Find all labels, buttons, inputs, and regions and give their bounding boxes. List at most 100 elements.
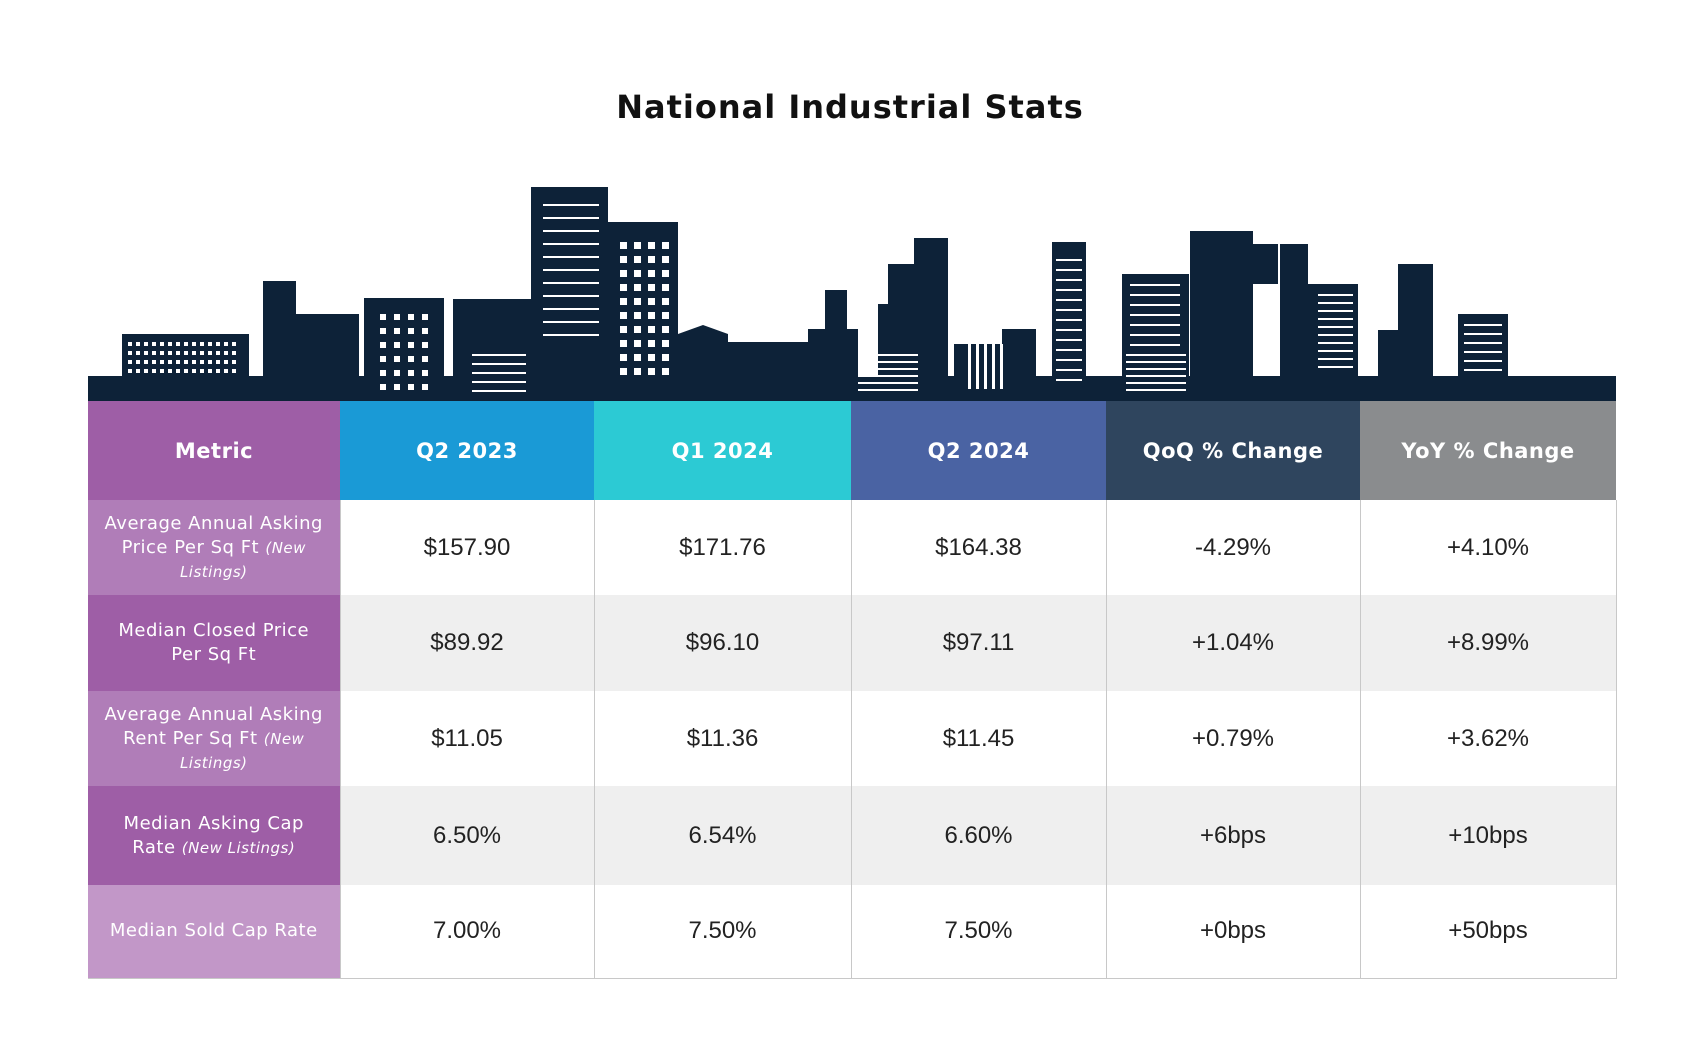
window-stripe [1056,339,1082,341]
metric-name: Median Closed Price Per Sq Ft [118,620,310,665]
window [634,354,641,361]
window [192,360,196,364]
window [184,342,188,346]
window [200,369,204,373]
metric-label: Median Closed Price Per Sq Ft [88,595,340,691]
window [662,340,669,347]
cell-yoy-change: +3.62% [1359,691,1617,786]
window-stripe [472,390,526,392]
cell-q2-2023: $89.92 [339,595,594,691]
window [648,312,655,319]
window [648,284,655,291]
roof [678,325,728,334]
cell-qoq-change: +1.04% [1105,595,1360,691]
window [620,340,627,347]
window [192,342,196,346]
cell-yoy-change: +8.99% [1359,595,1617,691]
metric-name: Average Annual Asking Price Per Sq Ft [104,512,323,558]
header-q1-2024: Q1 2024 [594,401,851,500]
window [394,384,400,390]
stats-table: Metric Q2 2023 Q1 2024 Q2 2024 QoQ % Cha… [88,401,1617,979]
window-stripe [543,204,599,206]
window [200,342,204,346]
window [144,342,148,346]
window [232,342,236,346]
window-stripe [1464,333,1502,335]
cell-qoq-change: -4.29% [1105,500,1360,595]
window [200,351,204,355]
window [634,312,641,319]
window-stripe [1130,324,1180,326]
metric-name: Median Asking Cap Rate [123,812,304,858]
window [208,360,212,364]
table-row: Average Annual Asking Price Per Sq Ft (N… [88,500,1617,595]
window-stripe [858,361,918,363]
window [408,328,414,334]
window [380,314,386,320]
window-stripe [968,344,971,389]
window-stripe [1056,329,1082,331]
header-q2-2023: Q2 2023 [340,401,594,500]
window [160,351,164,355]
metric-name: Average Annual Asking Rent Per Sq Ft [104,703,323,749]
window [208,351,212,355]
window-stripe [1130,304,1180,306]
window [620,326,627,333]
window-stripe [1130,314,1180,316]
window [216,360,220,364]
cell-q2-2023: 7.00% [339,885,594,979]
window [662,242,669,249]
window [422,370,428,376]
window-stripe [1318,294,1353,296]
window-stripe [1056,319,1082,321]
cell-q1-2024: 6.54% [593,786,851,885]
window [216,351,220,355]
window [128,369,132,373]
window [380,384,386,390]
window [634,284,641,291]
window-stripe [1126,389,1186,391]
building [1052,242,1086,392]
window [648,368,655,375]
window-stripe [1318,350,1353,352]
window [648,340,655,347]
window [152,369,156,373]
window [224,369,228,373]
window-stripe [858,382,918,384]
building [296,314,359,394]
window [160,360,164,364]
window-stripe [1056,359,1082,361]
cell-qoq-change: +6bps [1105,786,1360,885]
cell-q2-2024: $11.45 [850,691,1106,786]
window [662,270,669,277]
window [184,351,188,355]
window [176,369,180,373]
window [620,312,627,319]
window-stripe [1126,361,1186,363]
window [168,342,172,346]
window [408,314,414,320]
metric-label: Average Annual Asking Rent Per Sq Ft (Ne… [88,691,340,786]
window-stripe [1318,302,1353,304]
window [620,270,627,277]
window [422,314,428,320]
window [662,354,669,361]
window-stripe [1464,351,1502,353]
window-stripe [543,295,599,297]
window-stripe [472,381,526,383]
metric-note: (New Listings) [179,729,305,772]
window-stripe [858,375,918,377]
window [144,351,148,355]
window [662,312,669,319]
cell-q1-2024: $171.76 [593,500,851,595]
building [1378,330,1398,390]
window [422,356,428,362]
window [208,369,212,373]
window-stripe [472,363,526,365]
window [408,370,414,376]
cell-yoy-change: +50bps [1359,885,1617,979]
window-stripe [1000,344,1003,389]
window-stripe [992,344,995,389]
window-stripe [543,334,599,336]
window [224,342,228,346]
